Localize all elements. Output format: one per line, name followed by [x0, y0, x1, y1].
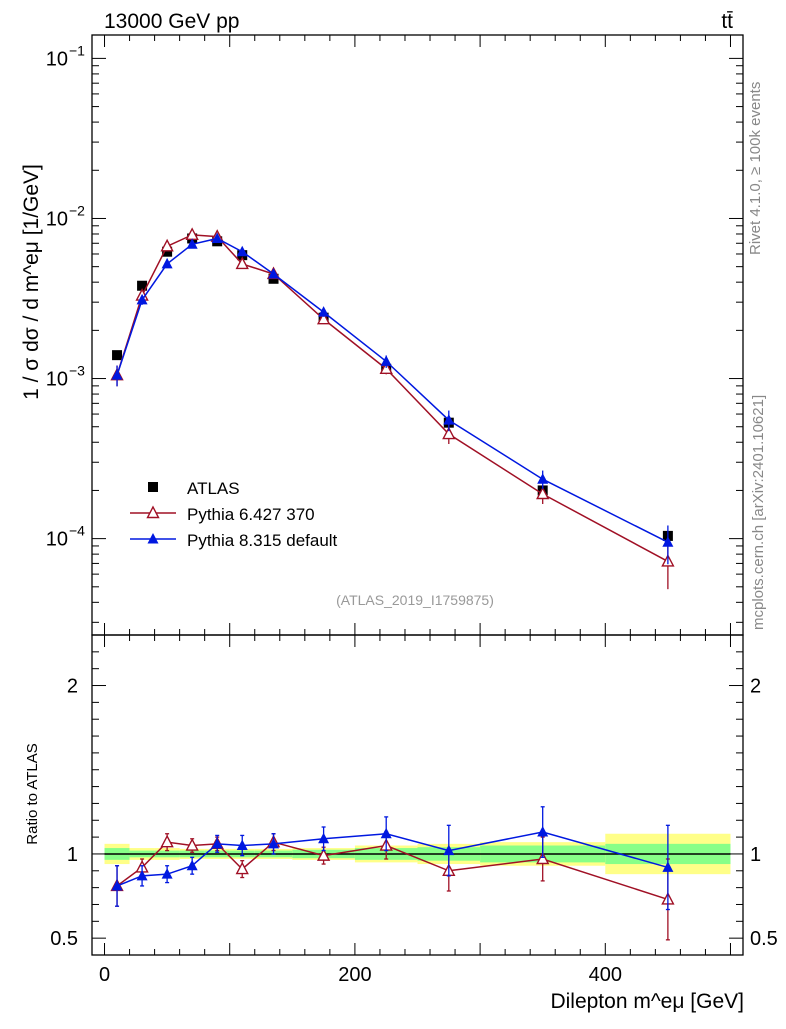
legend-marker-pythia-6-427-370 [146, 505, 160, 519]
ratio-y-tick-label-left: 2 [67, 676, 78, 698]
ratio-y-tick-label-right: 0.5 [750, 928, 778, 950]
pythia-6-427-370-main-point [235, 256, 249, 270]
header-right: tt̄ [721, 10, 733, 33]
legend-label-pythia-8-315-default: Pythia 8.315 default [187, 531, 338, 550]
pythia-8-315-default-main-point [443, 414, 455, 425]
main-plot-area [110, 227, 675, 590]
pythia-8-315-default-ratio-point [537, 826, 549, 837]
pythia-8-315-default-main-point [136, 293, 148, 305]
pythia-8-315-default-ratio-point [380, 827, 392, 839]
y-tick-label: 10 [46, 369, 68, 391]
analysis-id-label: (ATLAS_2019_I1759875) [336, 592, 494, 608]
ratio-plot-area [110, 806, 675, 941]
pythia-8-315-default-ratio-point [111, 879, 123, 891]
pythia-8-315-default-ratio-point [443, 844, 455, 856]
ratio-y-tick-label-left: 0.5 [50, 928, 78, 950]
legend-label-pythia-6-427-370: Pythia 6.427 370 [187, 505, 315, 524]
y-tick-label-exponent: −1 [69, 42, 85, 58]
atlas-main-point [112, 350, 123, 361]
pythia-6-427-370-ratio-point [160, 834, 174, 848]
legend-label-atlas: ATLAS [187, 479, 240, 498]
pythia-8-315-default-ratio-point [662, 861, 674, 872]
pythia-8-315-default-main-point [537, 473, 549, 484]
x-axis-title: Dilepton m^eμ [GeV] [550, 990, 744, 1013]
mcplots-source-label: mcplots.cern.ch [arXiv:2401.10621] [750, 395, 767, 630]
pythia-6-427-370-main-line [116, 234, 669, 563]
pythia-6-427-370-main-point [536, 486, 550, 500]
main-y-axis-title: 1 / σ dσ / d m^eμ [1/GeV] [20, 164, 43, 400]
pythia-8-315-default-main-point [380, 355, 392, 366]
legend-marker-pythia-8-315-default [147, 533, 159, 544]
atlas-main-point [162, 246, 173, 257]
pythia-6-427-370-ratio-point [536, 851, 550, 865]
pythia-8-315-default-ratio-point [236, 839, 248, 851]
pythia-8-315-default-main-point [186, 238, 198, 249]
legend-marker-atlas [148, 482, 158, 492]
ratio-y-tick-label-right: 1 [750, 844, 761, 866]
pythia-6-427-370-main-point [316, 311, 331, 325]
rivet-version-label: Rivet 4.1.0, ≥ 100k events [747, 82, 764, 255]
header-left: 13000 GeV pp [104, 10, 239, 33]
pythia-6-427-370-ratio-point [235, 861, 249, 875]
x-tick-label: 200 [338, 964, 371, 986]
legend: ATLAS Pythia 6.427 370 Pythia 8.315 defaul… [130, 479, 338, 550]
x-tick-label: 400 [589, 964, 622, 986]
y-tick-label: 10 [46, 48, 68, 70]
y-tick-label: 10 [46, 208, 68, 230]
y-tick-label-exponent: −2 [69, 202, 85, 218]
pythia-8-315-default-main-point [268, 267, 280, 279]
pythia-8-315-default-main-point [236, 245, 248, 257]
pythia-6-427-370-main-point [160, 238, 174, 252]
pythia-8-315-default-main-point [211, 232, 223, 243]
ratio-plot-frame [91, 634, 744, 956]
pythia-8-315-default-ratio-point [318, 832, 330, 844]
atlas-main-point [137, 280, 148, 291]
y-tick-label-exponent: −3 [69, 363, 85, 379]
ratio-uncertainty-bands [104, 833, 731, 875]
plot-frames [91, 34, 744, 956]
pythia-8-315-default-ratio-point [186, 859, 198, 871]
pythia-6-427-370-ratio-point [316, 848, 331, 861]
pythia-8-315-default-ratio-point [268, 837, 280, 849]
pythia-8-315-default-main-point [318, 306, 330, 317]
pythia-8-315-default-main-point [662, 536, 674, 547]
pythia-8-315-default-ratio-point [211, 837, 223, 849]
y-tick-label: 10 [46, 529, 68, 551]
x-tick-label: 0 [99, 964, 110, 986]
ratio-y-axis-title: Ratio to ATLAS [24, 743, 41, 844]
pythia-8-315-default-main-point [111, 369, 123, 380]
y-tick-label-exponent: −4 [69, 523, 85, 539]
pythia-6-427-370-ratio-point [185, 838, 199, 851]
pythia-8-315-default-ratio-line [116, 831, 669, 887]
pythia-8-315-default-ratio-point [161, 868, 173, 879]
ratio-y-tick-label-left: 1 [67, 844, 78, 866]
pythia-8-315-default-main-point [161, 257, 173, 269]
pythia-6-427-370-main-point [379, 361, 393, 375]
pythia-6-427-370-main-point [442, 426, 456, 440]
pythia-8-315-default-main-line [116, 237, 669, 543]
ratio-y-tick-label-right: 2 [750, 676, 761, 698]
pythia-8-315-default-ratio-point [136, 869, 148, 881]
